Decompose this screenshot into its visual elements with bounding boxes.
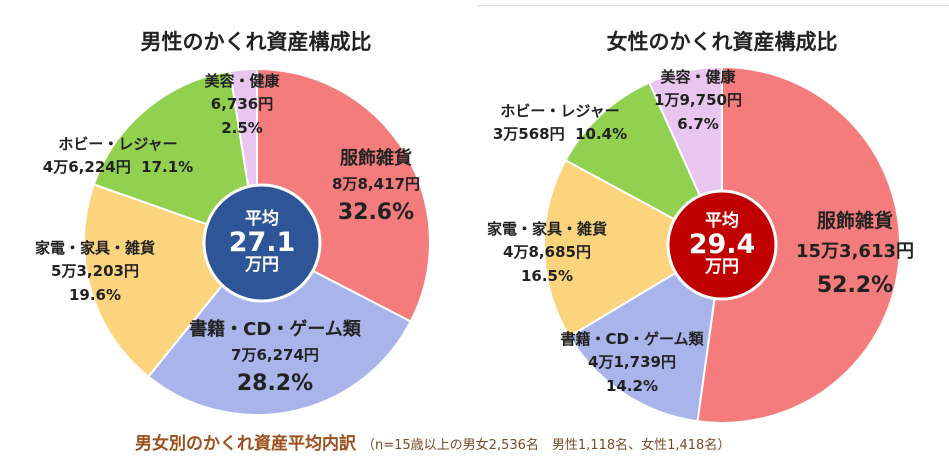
female-average: 平均 29.4 万円 [688,210,756,278]
female-label-hobby: ホビー・レジャー 3万568円 10.4% [492,102,628,144]
male-slice-3 [92,69,259,244]
male-label-hobby: ホビー・レジャー 4万6,224円 17.1% [42,135,194,177]
male-label-books: 書籍・CD・ゲーム類 7万6,274円 28.2% [189,319,361,397]
female-slice-3 [564,81,725,248]
male-chart-title: 男性のかくれ資産構成比 [140,30,372,54]
male-center-circle [202,183,322,303]
male-label-fashion: 服飾雑貨 8万8,417円 32.6% [332,148,420,226]
divider [478,5,949,6]
female-slice-0 [696,65,901,424]
male-average: 平均 27.1 万円 [228,208,296,276]
female-label-fashion: 服飾雑貨 15万3,613円 52.2% [796,210,914,298]
female-slice-2 [543,158,725,338]
female-chart-title: 女性のかくれ資産構成比 [606,30,838,54]
female-center-circle [666,189,778,301]
female-label-books: 書籍・CD・ゲーム類 4万1,739円 14.2% [560,330,704,395]
female-label-appliances: 家電・家具・雑貨 4万8,685円 16.5% [486,220,608,285]
footer-title: 男女別のかくれ資産平均内訳 [135,434,356,454]
male-label-appliances: 家電・家具・雑貨 5万3,203円 19.6% [34,239,156,304]
female-label-beauty: 美容・健康 1万9,750円 6.7% [654,68,742,133]
male-slice-1 [147,240,412,416]
female-slice-1 [567,243,724,423]
footer-note: （n=15歳以上の男女2,536名 男性1,118名、女性1,418名） [362,438,731,453]
footer: 男女別のかくれ資産平均内訳 （n=15歳以上の男女2,536名 男性1,118名、… [135,429,730,454]
male-label-beauty: 美容・健康 6,736円 2.5% [204,72,280,137]
